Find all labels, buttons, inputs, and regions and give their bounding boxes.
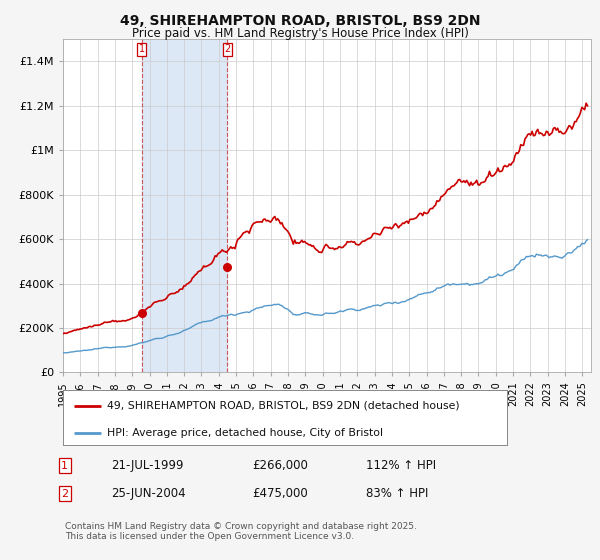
Text: 112% ↑ HPI: 112% ↑ HPI xyxy=(366,459,436,473)
Text: HPI: Average price, detached house, City of Bristol: HPI: Average price, detached house, City… xyxy=(107,428,383,438)
Text: 83% ↑ HPI: 83% ↑ HPI xyxy=(366,487,428,501)
Text: Price paid vs. HM Land Registry's House Price Index (HPI): Price paid vs. HM Land Registry's House … xyxy=(131,27,469,40)
Text: Contains HM Land Registry data © Crown copyright and database right 2025.
This d: Contains HM Land Registry data © Crown c… xyxy=(65,522,416,542)
Text: 49, SHIREHAMPTON ROAD, BRISTOL, BS9 2DN: 49, SHIREHAMPTON ROAD, BRISTOL, BS9 2DN xyxy=(120,14,480,28)
Text: 2: 2 xyxy=(224,44,230,54)
Text: 2: 2 xyxy=(61,489,68,499)
Text: £266,000: £266,000 xyxy=(252,459,308,473)
Text: 21-JUL-1999: 21-JUL-1999 xyxy=(111,459,184,473)
Text: £475,000: £475,000 xyxy=(252,487,308,501)
Text: 1: 1 xyxy=(61,461,68,471)
Bar xyxy=(142,39,227,372)
Text: 25-JUN-2004: 25-JUN-2004 xyxy=(111,487,185,501)
Text: 1: 1 xyxy=(139,44,145,54)
Text: 49, SHIREHAMPTON ROAD, BRISTOL, BS9 2DN (detached house): 49, SHIREHAMPTON ROAD, BRISTOL, BS9 2DN … xyxy=(107,401,460,410)
